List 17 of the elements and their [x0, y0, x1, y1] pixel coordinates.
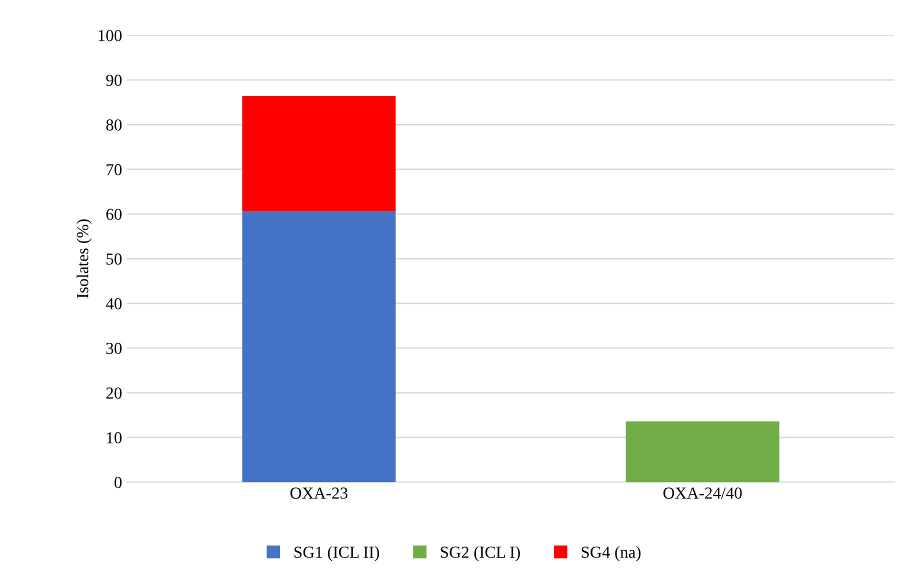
y-tick-label: 60	[106, 208, 122, 220]
y-tick-label: 10	[107, 432, 122, 444]
y-tick-label: 0	[114, 476, 122, 488]
x-tick-label: OXA-24/40	[663, 488, 742, 499]
legend-label: SG4 (na)	[582, 546, 641, 562]
y-tick-label: 50	[106, 253, 122, 265]
y-tick-label: 80	[106, 119, 122, 131]
x-tick-label: OXA-23	[290, 488, 348, 499]
y-tick-label: 30	[106, 342, 122, 354]
y-tick-label: 100	[98, 30, 122, 42]
y-tick-label: 90	[106, 74, 122, 86]
y-tick-label: 70	[106, 164, 122, 176]
y-axis-title: Isolates (%)	[76, 219, 92, 298]
y-tick-label: 40	[106, 298, 122, 310]
legend-label: SG2 (ICL I)	[440, 546, 520, 562]
y-tick-label: 20	[106, 387, 122, 399]
legend-label: SG1 (ICL II)	[294, 546, 380, 562]
